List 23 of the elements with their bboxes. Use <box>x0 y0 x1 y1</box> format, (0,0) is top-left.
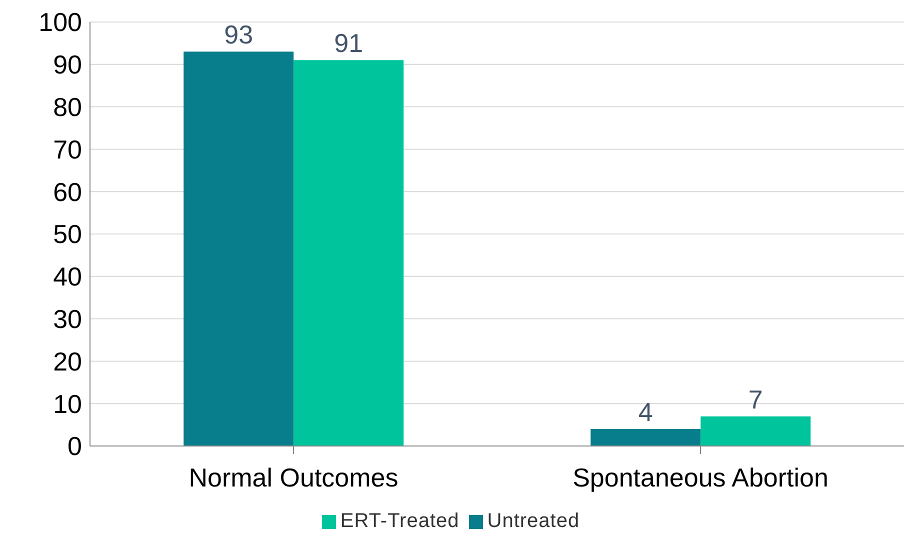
y-tick-label: 60 <box>53 176 82 207</box>
bar <box>294 60 404 446</box>
legend-label: Untreated <box>487 510 580 532</box>
data-label: 93 <box>224 20 254 50</box>
legend-label: ERT-Treated <box>340 510 460 532</box>
data-label: 7 <box>748 384 763 414</box>
bar <box>590 429 701 446</box>
x-tick-label: Normal Outcomes <box>188 462 398 492</box>
x-tick-label: Spontaneous Abortion <box>572 462 828 492</box>
y-tick-label: 40 <box>53 262 82 292</box>
data-label: 91 <box>334 28 364 58</box>
y-tick-label: 90 <box>53 50 82 80</box>
bar <box>700 416 811 446</box>
y-tick-label: 30 <box>53 304 82 334</box>
y-tick-label: 50 <box>53 219 82 250</box>
y-tick-label: 20 <box>53 346 82 376</box>
data-label: 4 <box>638 397 653 428</box>
y-tick-label: 0 <box>68 431 82 462</box>
y-tick-label: 80 <box>53 92 82 122</box>
y-tick-label: 70 <box>53 134 82 164</box>
bar <box>184 52 294 446</box>
y-tick-label: 10 <box>53 388 82 419</box>
y-tick-label: 100 <box>38 7 82 38</box>
